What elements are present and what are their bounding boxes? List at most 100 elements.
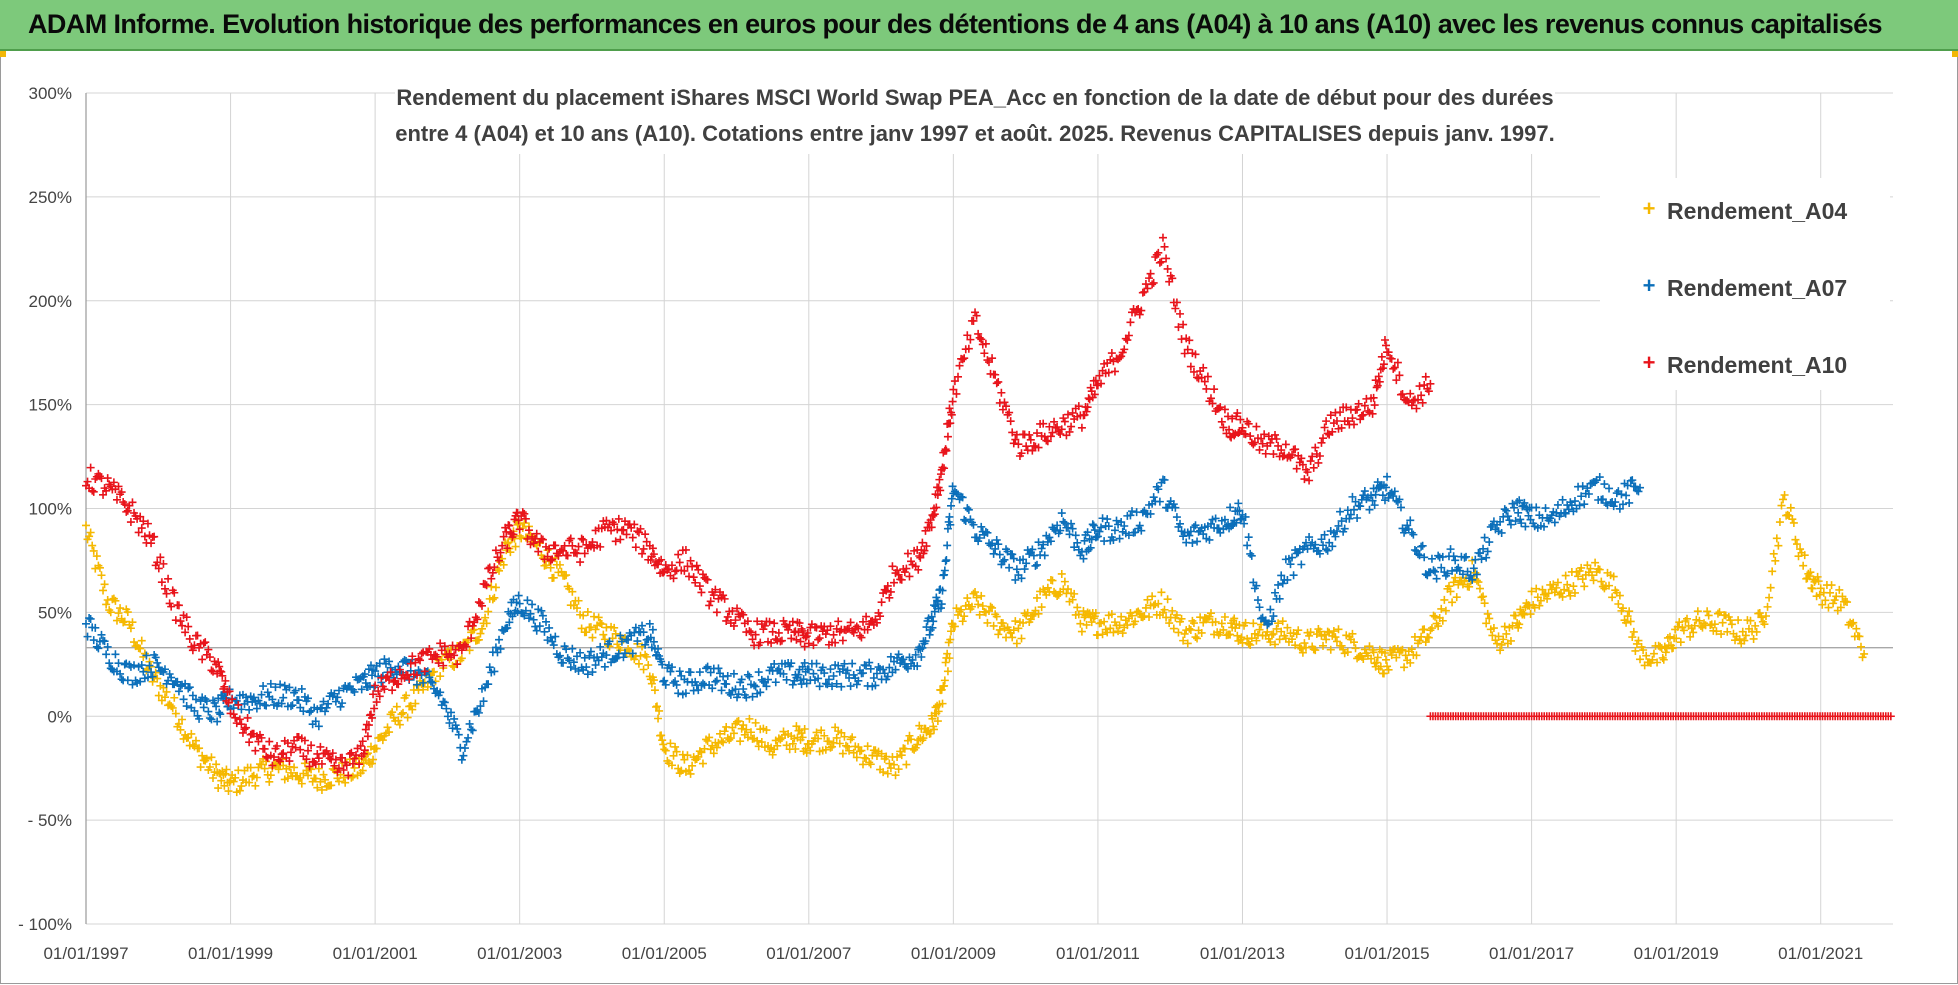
- data-point: [439, 661, 448, 670]
- data-point: [1768, 567, 1777, 576]
- data-point: [1079, 607, 1088, 616]
- data-point: [722, 616, 731, 625]
- data-point: [276, 680, 285, 689]
- data-point: [136, 677, 145, 686]
- data-point: [288, 701, 297, 710]
- data-point: [1527, 587, 1536, 596]
- data-point: [905, 572, 914, 581]
- data-point: [524, 614, 533, 623]
- data-point: [804, 665, 813, 674]
- data-point: [205, 763, 214, 772]
- data-point: [1348, 492, 1357, 501]
- data-point: [457, 755, 466, 764]
- data-point: [1485, 614, 1494, 623]
- data-point: [1236, 415, 1245, 424]
- data-point: [1315, 549, 1324, 558]
- data-point: [1444, 582, 1453, 591]
- data-point: [599, 630, 608, 639]
- data-point: [1717, 630, 1726, 639]
- chart-title-line-2: entre 4 (A04) et 10 ans (A10). Cotations…: [395, 121, 1554, 146]
- data-point: [770, 619, 779, 628]
- data-point: [210, 698, 219, 707]
- data-point: [893, 752, 902, 761]
- data-point: [1211, 514, 1220, 523]
- data-point: [1618, 604, 1627, 613]
- data-point: [1063, 523, 1072, 532]
- data-point: [1451, 573, 1460, 582]
- data-point: [490, 593, 499, 602]
- data-point: [224, 787, 233, 796]
- data-point: [291, 743, 300, 752]
- data-point: [395, 720, 404, 729]
- data-point: [1774, 541, 1783, 550]
- data-point: [1065, 427, 1074, 436]
- data-point: [1202, 384, 1211, 393]
- data-point: [209, 774, 218, 783]
- data-point: [779, 669, 788, 678]
- data-point: [488, 568, 497, 577]
- data-point: [1275, 635, 1284, 644]
- data-point: [1485, 538, 1494, 547]
- data-point: [213, 717, 222, 726]
- data-point: [1350, 505, 1358, 514]
- data-point: [831, 638, 840, 647]
- data-point: [1255, 625, 1264, 634]
- data-point: [414, 654, 423, 663]
- data-point: [1168, 606, 1177, 615]
- data-point: [907, 735, 916, 744]
- data-point: [1300, 475, 1309, 484]
- data-point: [800, 642, 809, 651]
- data-point: [1625, 498, 1634, 507]
- data-point: [1115, 353, 1124, 362]
- data-point: [767, 638, 776, 647]
- data-point: [743, 733, 752, 742]
- data-point: [274, 755, 283, 764]
- data-point: [1238, 638, 1247, 647]
- data-point: [991, 370, 1000, 379]
- data-point: [134, 528, 143, 537]
- data-point: [1449, 578, 1458, 587]
- data-point: [260, 764, 269, 773]
- data-point: [729, 621, 738, 630]
- data-point: [1189, 523, 1198, 532]
- data-point: [305, 708, 314, 717]
- data-point: [1246, 549, 1255, 558]
- data-point: [388, 686, 397, 695]
- data-point: [537, 606, 546, 615]
- data-point: [1718, 618, 1727, 627]
- data-point: [249, 693, 258, 702]
- data-point: [964, 505, 973, 514]
- data-point: [181, 679, 190, 688]
- data-point: [174, 687, 183, 696]
- data-point: [1077, 627, 1086, 636]
- data-point: [499, 532, 508, 541]
- data-point: [551, 541, 560, 550]
- data-point: [1372, 658, 1381, 667]
- data-point: [327, 781, 336, 790]
- data-point: [1067, 519, 1076, 528]
- data-point: [1472, 570, 1481, 579]
- data-point: [754, 668, 763, 677]
- data-point: [1500, 505, 1509, 514]
- data-point: [969, 316, 978, 325]
- data-point: [818, 663, 827, 672]
- data-point: [622, 530, 631, 539]
- data-point: [1824, 603, 1833, 612]
- data-point: [926, 516, 935, 525]
- data-point: [1249, 440, 1258, 449]
- data-point: [451, 721, 460, 730]
- data-point: [952, 389, 961, 398]
- data-point: [572, 604, 581, 613]
- data-point: [869, 674, 878, 683]
- data-point: [503, 544, 512, 553]
- data-point: [394, 716, 403, 725]
- data-point: [894, 570, 903, 579]
- data-point: [1860, 649, 1869, 658]
- data-point: [929, 617, 938, 626]
- data-point: [726, 690, 735, 699]
- data-point: [1578, 575, 1587, 584]
- data-point: [1354, 399, 1363, 408]
- data-point: [1483, 609, 1492, 618]
- data-point: [520, 611, 529, 620]
- data-point: [848, 733, 857, 742]
